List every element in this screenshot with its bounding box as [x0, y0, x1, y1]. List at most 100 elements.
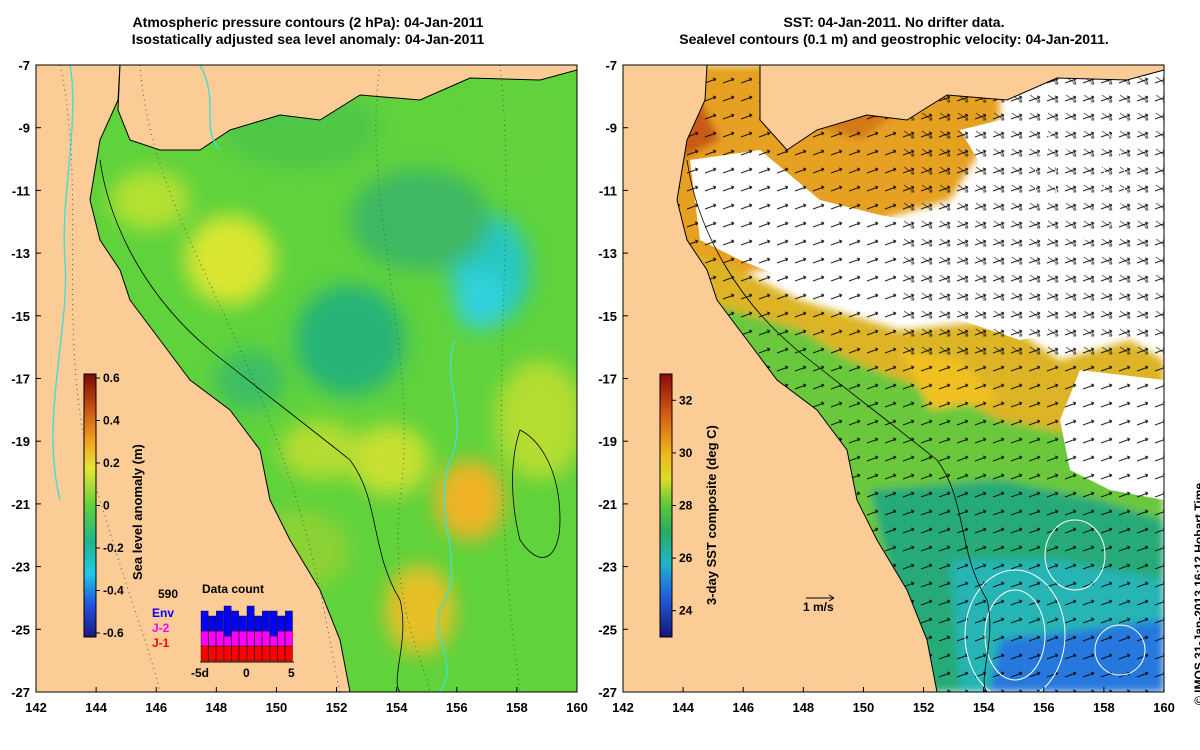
- sla-colorbar-tick: 0.6: [103, 371, 120, 385]
- inset-bar-env: [239, 615, 247, 632]
- land-nw: [36, 65, 120, 110]
- right-lon-tick: 150: [853, 700, 875, 715]
- sst-colorbar: [659, 373, 673, 638]
- inset-bar-j1: [239, 645, 247, 662]
- right-lat-tick: -15: [598, 309, 617, 324]
- right-lon-tick: 148: [792, 700, 814, 715]
- inset-bar-j1: [277, 645, 286, 662]
- left-map: [36, 65, 577, 692]
- data-count-inset: Data count 590 Env J-2 J-1 -5d 0 5: [152, 582, 295, 680]
- inset-bar-env: [223, 605, 232, 637]
- inset-bar-env: [262, 610, 270, 632]
- right-lon-tick: 144: [672, 700, 694, 715]
- inset-bar-j2: [285, 630, 293, 647]
- inset-legend-env: Env: [152, 606, 174, 620]
- inset-bar-j1: [246, 645, 255, 662]
- left-lon-tick: 148: [205, 700, 227, 715]
- left-lon-tick: 154: [386, 700, 408, 715]
- inset-bar-j1: [231, 645, 240, 662]
- inset-bar-j2: [208, 630, 217, 647]
- right-lon-tick: 158: [1093, 700, 1115, 715]
- left-lat-tick: -13: [11, 246, 30, 261]
- left-lon-tick: 156: [446, 700, 468, 715]
- land-australia-right: [623, 65, 938, 692]
- inset-bar-j1: [208, 645, 217, 662]
- left-lon-tick: 146: [145, 700, 167, 715]
- inset-legend-j2: J-2: [152, 621, 170, 635]
- velocity-scale: 1 m/s: [803, 594, 835, 614]
- inset-bar-j2: [216, 630, 224, 647]
- sst-colorbar-tick: 30: [679, 446, 693, 460]
- inset-bar-j1: [269, 645, 278, 662]
- left-lon-tick: 152: [326, 700, 348, 715]
- right-map: [623, 65, 1164, 692]
- sla-colorbar-tick: 0.4: [103, 414, 120, 428]
- sst-colorbar-tick: 24: [679, 604, 693, 618]
- right-lat-tick: -11: [599, 183, 617, 198]
- sst-colorbar-tick: 26: [679, 551, 693, 565]
- inset-bar-j2: [269, 635, 278, 647]
- right-lat-tick: -27: [598, 685, 617, 700]
- left-lon-tick: 142: [25, 700, 47, 715]
- left-lat-tick: -17: [11, 372, 30, 387]
- sla-colorbar-ticks: 0.6 0.4 0.2 0 -0.2 -0.4 -0.6: [96, 371, 124, 640]
- left-lon-tick: 160: [566, 700, 588, 715]
- inset-bar-env: [200, 610, 209, 632]
- inset-xtick-2: 5: [288, 666, 295, 680]
- inset-xtick-1: 0: [243, 666, 250, 680]
- left-lat-tick: -9: [18, 121, 30, 136]
- right-panel-title: SST: 04-Jan-2011. No drifter data. Seale…: [679, 14, 1109, 47]
- river-line: [52, 65, 74, 501]
- inset-bar-env: [246, 605, 255, 632]
- inset-bar-j2: [246, 630, 255, 647]
- right-lon-tick: 154: [973, 700, 995, 715]
- right-lat-tick: -21: [598, 497, 617, 512]
- left-lat-tick: -21: [11, 497, 30, 512]
- sst-colorbar-tick: 28: [679, 499, 693, 513]
- sst-colorbar-tick: 32: [679, 393, 693, 407]
- inset-bar-env: [208, 615, 217, 632]
- left-lat-tick: -27: [11, 685, 30, 700]
- left-lon-tick: 150: [266, 700, 288, 715]
- sla-colorbar-tick: -0.4: [103, 584, 124, 598]
- velocity-scale-label: 1 m/s: [803, 600, 834, 614]
- land-australia: [36, 65, 351, 692]
- inset-bar-env: [216, 610, 224, 632]
- sla-colorbar: [83, 373, 97, 638]
- shelf-contour: [99, 159, 404, 692]
- sla-colorbar-tick: 0: [103, 499, 110, 513]
- inset-bar-j2: [254, 630, 263, 647]
- inset-bar-env: [277, 615, 286, 632]
- sealevel-contours: [964, 119, 1146, 692]
- inset-bar-j2: [200, 630, 209, 647]
- sst-colorbar-ticks: 32 30 28 26 24: [672, 393, 693, 618]
- right-lat-tick: -13: [598, 246, 617, 261]
- left-lon-tick: 144: [85, 700, 107, 715]
- scale-arrow-icon: [806, 594, 835, 602]
- right-lon-tick: 146: [732, 700, 754, 715]
- inset-bar-j1: [223, 645, 232, 662]
- inset-bar-env: [285, 610, 293, 632]
- left-lat-tick: -11: [12, 183, 30, 198]
- right-lon-tick: 142: [612, 700, 634, 715]
- right-lon-tick: 156: [1033, 700, 1055, 715]
- sla-colorbar-tick: 0.2: [103, 456, 120, 470]
- left-lat-tick: -7: [18, 58, 30, 73]
- right-lat-tick: -19: [598, 434, 617, 449]
- right-lat-tick: -23: [598, 560, 617, 575]
- sst-colorbar-label: 3-day SST composite (deg C): [704, 425, 719, 605]
- inset-title: Data count: [202, 582, 264, 596]
- inset-count: 590: [158, 587, 178, 601]
- inset-bar-env: [254, 615, 263, 632]
- inset-bar-j1: [285, 645, 293, 662]
- left-lat-tick: -19: [11, 434, 30, 449]
- inset-bar-j2: [223, 635, 232, 647]
- inset-bar-env: [269, 610, 278, 637]
- sla-colorbar-tick: -0.6: [103, 626, 124, 640]
- left-lon-tick: 158: [506, 700, 528, 715]
- right-lon-tick: 160: [1153, 700, 1175, 715]
- left-lat-tick: -23: [11, 560, 30, 575]
- left-lat-tick: -25: [11, 622, 30, 637]
